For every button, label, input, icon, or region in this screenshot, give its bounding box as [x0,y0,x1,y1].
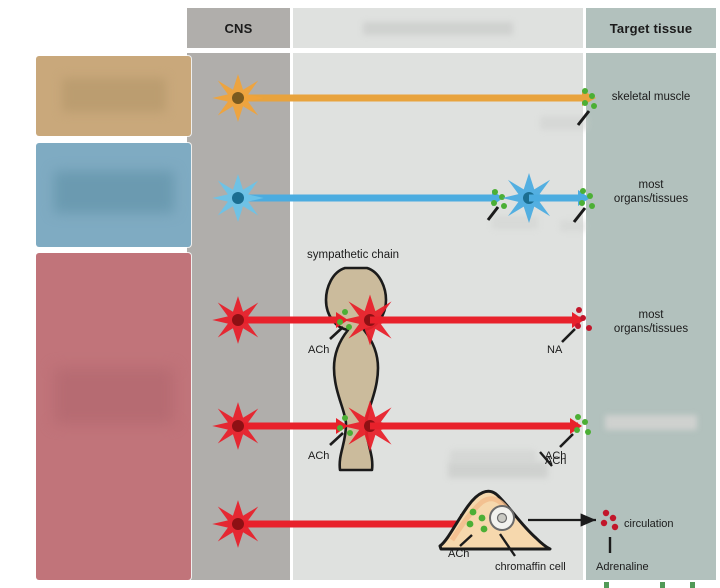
para-synapse-label-redacted-a [492,216,538,229]
column-header-cns: CNS [187,8,290,48]
label-adrenaline: Adrenaline [596,561,649,573]
column-target-background [586,8,716,580]
label-ach-chain-top: ACh [308,344,330,356]
target-label-parasympathetic: most organs/tissues [613,179,689,205]
column-divider-left [290,8,293,580]
left-block-sympathetic [36,253,191,580]
label-ach-chromaffin-upper: ACh [545,455,567,467]
column-middle-background [293,8,583,580]
left-block-somatic-label-redacted [61,78,166,112]
bottom-edge-partial-marks [604,582,695,588]
label-circulation: circulation [624,518,674,530]
column-header-target: Target tissue [586,8,716,48]
column-header-middle-redacted [363,21,513,35]
column-cns-background [187,8,290,580]
target-label-sympathetic-2-redacted-bar [605,415,697,430]
symp2-mid-redacted [450,450,536,463]
left-block-sympathetic-label-redacted [53,368,174,424]
column-header-middle [293,8,583,48]
label-chromaffin-cell: chromaffin cell [495,561,566,573]
left-block-parasympathetic [36,143,191,247]
column-header-target-label: Target tissue [609,20,693,36]
label-ach-chromaffin-left: ACh [448,548,470,560]
column-divider-right [583,8,586,580]
header-separator [187,48,716,53]
left-block-somatic [36,56,191,136]
label-sympathetic-chain: sympathetic chain [307,249,400,261]
target-label-sympathetic-1: most organs/tissues [613,309,689,335]
label-na-right: NA [547,344,563,356]
left-block-parasympathetic-label-redacted [53,171,174,213]
label-ach-chain-bottom: ACh [308,450,330,462]
target-label-skeletal-muscle: skeletal muscle [611,91,691,103]
somatic-synapse-label-redacted [540,116,588,130]
middle-bottom-redacted [448,462,548,478]
para-synapse-label-redacted-b [560,220,586,232]
column-header-cns-label: CNS [224,20,253,36]
target-label-sympathetic-2-redacted [586,415,716,434]
